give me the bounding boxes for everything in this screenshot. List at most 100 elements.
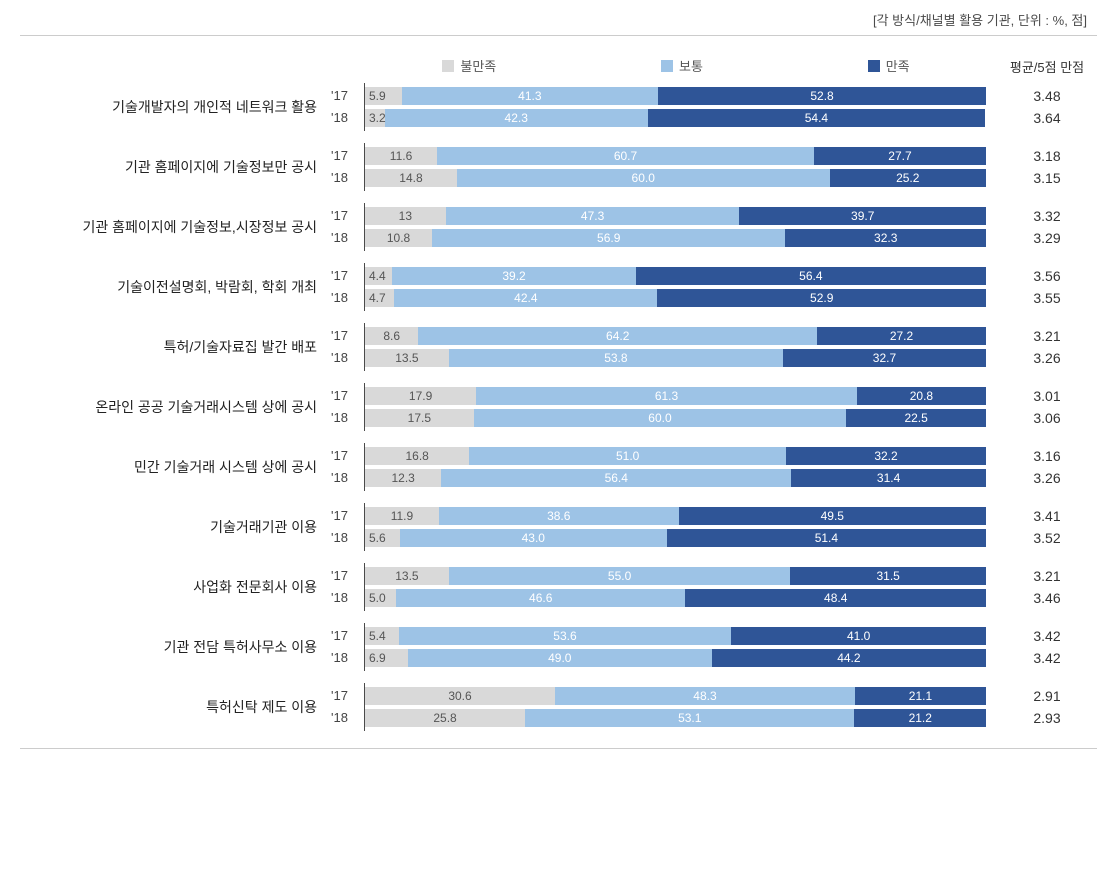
unit-note: [각 방식/채널별 활용 기관, 단위 : %, 점]: [20, 10, 1097, 29]
bar-segment-sat: 31.5: [790, 567, 986, 585]
segment-value: 38.6: [547, 509, 570, 523]
year-label: '17: [325, 568, 365, 583]
bar-segment-sat: 27.7: [814, 147, 986, 165]
bar-segment-dissat: 5.0: [365, 589, 396, 607]
bar-segment-dissat: 17.9: [365, 387, 476, 405]
bar-segment-sat: 39.7: [739, 207, 986, 225]
bar-row: 온라인 공공 기술거래시스템 상에 공시'1717.961.320.83.01: [30, 386, 1087, 406]
segment-value: 53.6: [553, 629, 576, 643]
year-label: '18: [325, 590, 365, 605]
bar-segment-sat: 56.4: [636, 267, 986, 285]
segment-value: 44.2: [837, 651, 860, 665]
segment-value: 4.7: [369, 291, 386, 305]
segment-value: 27.2: [890, 329, 913, 343]
bar-segment-dissat: 10.8: [365, 229, 432, 247]
segment-value: 52.8: [810, 89, 833, 103]
swatch-neutral: [661, 60, 673, 72]
segment-value: 13.5: [395, 351, 418, 365]
segment-value: 25.2: [896, 171, 919, 185]
bar-segment-sat: 25.2: [830, 169, 986, 187]
year-label: '18: [325, 170, 365, 185]
stacked-bar: 6.949.044.2: [365, 649, 987, 667]
average-score: 3.56: [987, 268, 1087, 284]
category-group: 온라인 공공 기술거래시스템 상에 공시'1717.961.320.83.01 …: [30, 386, 1087, 428]
stacked-bar: 11.9 38.6 49.5: [365, 507, 987, 525]
segment-value: 41.3: [518, 89, 541, 103]
stacked-bar: 4.439.256.4: [365, 267, 987, 285]
bar-row: 기술거래기관 이용'1711.938.649.53.41: [30, 506, 1087, 526]
segment-value: 25.8: [433, 711, 456, 725]
bar-segment-sat: 49.5: [679, 507, 986, 525]
segment-value: 49.0: [548, 651, 571, 665]
bar-segment-neutral: 64.2: [418, 327, 817, 345]
bar-segment-dissat: 11.9: [365, 507, 439, 525]
category-group: 특허신탁 제도 이용'1730.648.321.12.91 '1825.853.…: [30, 686, 1087, 728]
swatch-satisfied: [868, 60, 880, 72]
category-group: 기술이전설명회, 박람회, 학회 개최'174.439.256.43.56 '1…: [30, 266, 1087, 308]
segment-value: 17.5: [408, 411, 431, 425]
year-label: '18: [325, 350, 365, 365]
bar-segment-neutral: 49.0: [408, 649, 712, 667]
year-label: '17: [325, 148, 365, 163]
bar-segment-dissat: 5.9: [365, 87, 402, 105]
category-label: 기관 홈페이지에 기술정보만 공시: [30, 157, 325, 177]
category-label: 기관 전담 특허사무소 이용: [30, 637, 325, 657]
bar-row: 특허/기술자료집 발간 배포'178.664.227.23.21: [30, 326, 1087, 346]
average-score: 3.64: [987, 110, 1087, 126]
category-label: 기술개발자의 개인적 네트워크 활용: [30, 97, 325, 117]
segment-value: 42.4: [514, 291, 537, 305]
bar-segment-sat: 21.1: [855, 687, 986, 705]
stacked-bar: 25.853.121.2: [365, 709, 987, 727]
category-label: 특허신탁 제도 이용: [30, 697, 325, 717]
bar-segment-dissat: 4.7: [365, 289, 394, 307]
average-score: 3.21: [987, 568, 1087, 584]
bar-segment-sat: 22.5: [846, 409, 986, 427]
legend-neutral-label: 보통: [679, 56, 703, 75]
segment-value: 42.3: [505, 111, 528, 125]
category-label: 민간 기술거래 시스템 상에 공시: [30, 457, 325, 477]
stacked-bar: 10.856.932.3: [365, 229, 987, 247]
chart-container: 불만족 보통 만족 평균/5점 만점 기술개발자의 개인적 네트워크 활용'17…: [20, 35, 1097, 749]
segment-value: 51.0: [616, 449, 639, 463]
legend-neutral: 보통: [661, 56, 703, 75]
segment-value: 13.5: [395, 569, 418, 583]
stacked-bar: 17.5 60.022.5: [365, 409, 987, 427]
average-score: 3.42: [987, 628, 1087, 644]
category-label: 온라인 공공 기술거래시스템 상에 공시: [30, 397, 325, 417]
category-label: 특허/기술자료집 발간 배포: [30, 337, 325, 357]
average-score: 2.93: [987, 710, 1087, 726]
average-score: 3.55: [987, 290, 1087, 306]
segment-value: 11.9: [391, 509, 413, 523]
category-group: 기술개발자의 개인적 네트워크 활용'175.941.352.83.48 '18…: [30, 86, 1087, 128]
category-group: 기관 전담 특허사무소 이용'175.453.641.03.42 '186.94…: [30, 626, 1087, 668]
bar-segment-sat: 54.4: [648, 109, 986, 127]
category-group: 기관 홈페이지에 기술정보만 공시'1711.660.727.73.18 '18…: [30, 146, 1087, 188]
category-group: 사업화 전문회사 이용'1713.555.031.53.21 '185.046.…: [30, 566, 1087, 608]
category-label: 기술이전설명회, 박람회, 학회 개최: [30, 277, 325, 297]
bar-segment-dissat: 4.4: [365, 267, 392, 285]
stacked-bar: 16.851.032.2: [365, 447, 987, 465]
stacked-bar: 14.860.025.2: [365, 169, 987, 187]
segment-value: 17.9: [409, 389, 432, 403]
segment-value: 16.8: [405, 449, 428, 463]
average-score: 3.46: [987, 590, 1087, 606]
stacked-bar: 5.453.641.0: [365, 627, 987, 645]
bar-row: 기관 전담 특허사무소 이용'175.453.641.03.42: [30, 626, 1087, 646]
segment-value: 32.7: [873, 351, 896, 365]
average-score: 3.15: [987, 170, 1087, 186]
bar-segment-neutral: 60.0: [457, 169, 830, 187]
bar-row: 특허신탁 제도 이용'1730.648.321.12.91: [30, 686, 1087, 706]
bar-segment-sat: 27.2: [817, 327, 986, 345]
year-label: '18: [325, 410, 365, 425]
category-group: 민간 기술거래 시스템 상에 공시'1716.851.032.23.16 '18…: [30, 446, 1087, 488]
bar-row: 기관 홈페이지에 기술정보,시장정보 공시'171347.339.73.32: [30, 206, 1087, 226]
average-score: 3.26: [987, 350, 1087, 366]
bar-segment-neutral: 60.0: [474, 409, 847, 427]
year-label: '18: [325, 650, 365, 665]
segment-value: 64.2: [606, 329, 629, 343]
year-label: '17: [325, 388, 365, 403]
bar-segment-sat: 21.2: [854, 709, 986, 727]
year-label: '17: [325, 328, 365, 343]
stacked-bar: 4.742.452.9: [365, 289, 987, 307]
bar-segment-dissat: 30.6: [365, 687, 555, 705]
